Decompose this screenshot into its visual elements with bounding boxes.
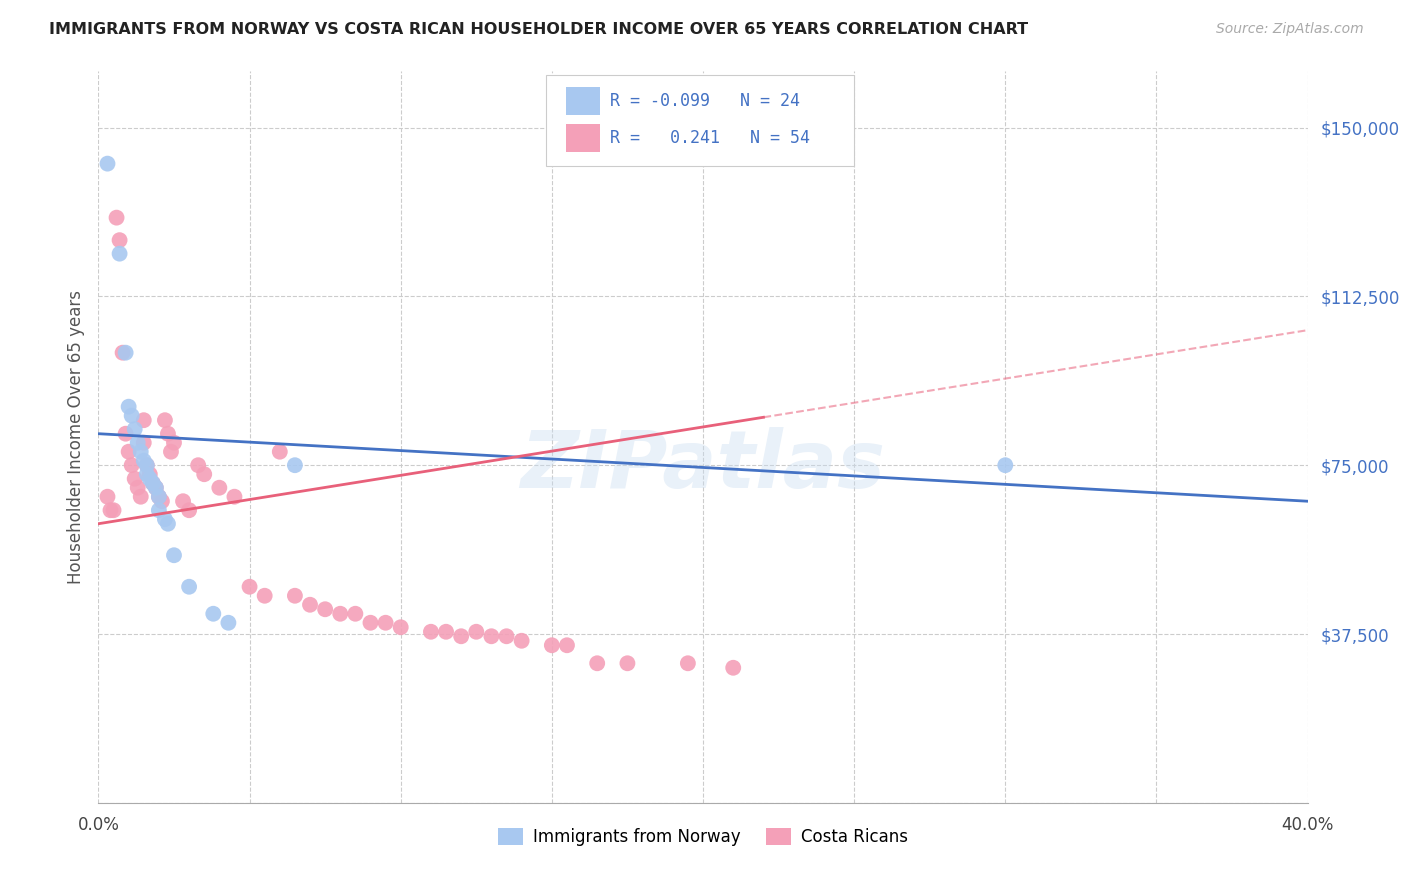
Point: [284, 589, 307, 603]
Point: [135, 458, 157, 473]
Point: [329, 607, 352, 621]
Point: [676, 657, 699, 671]
Point: [299, 598, 322, 612]
Point: [103, 503, 125, 517]
Point: [108, 233, 131, 247]
Point: [314, 602, 336, 616]
Point: [156, 426, 179, 441]
Point: [148, 490, 170, 504]
Point: [132, 413, 155, 427]
Point: [139, 472, 162, 486]
Point: [555, 638, 578, 652]
Text: Source: ZipAtlas.com: Source: ZipAtlas.com: [1216, 22, 1364, 37]
Point: [193, 467, 215, 482]
Point: [114, 426, 136, 441]
Point: [127, 481, 149, 495]
Point: [145, 481, 167, 495]
Point: [510, 633, 533, 648]
Point: [994, 458, 1017, 473]
Point: [153, 512, 176, 526]
Point: [135, 467, 157, 482]
Y-axis label: Householder Income Over 65 years: Householder Income Over 65 years: [66, 290, 84, 584]
Point: [239, 580, 262, 594]
Point: [142, 476, 165, 491]
Point: [135, 458, 157, 473]
Point: [269, 444, 291, 458]
Point: [224, 490, 246, 504]
Point: [481, 629, 503, 643]
Point: [145, 481, 167, 495]
Point: [142, 476, 165, 491]
Point: [111, 345, 134, 359]
Point: [160, 444, 183, 458]
Point: [163, 435, 186, 450]
Point: [132, 453, 155, 467]
Point: [139, 467, 162, 482]
Point: [420, 624, 443, 639]
Point: [108, 246, 131, 260]
Point: [389, 620, 412, 634]
Point: [132, 435, 155, 450]
Point: [540, 638, 562, 652]
Point: [118, 444, 141, 458]
Point: [360, 615, 382, 630]
Point: [150, 494, 173, 508]
Point: [723, 661, 745, 675]
Point: [465, 624, 488, 639]
Text: R =   0.241   N = 54: R = 0.241 N = 54: [610, 129, 810, 147]
Point: [495, 629, 517, 643]
Point: [121, 409, 143, 423]
Point: [253, 589, 276, 603]
Bar: [567, 87, 600, 115]
FancyBboxPatch shape: [546, 75, 855, 167]
Point: [208, 481, 231, 495]
Point: [187, 458, 209, 473]
Point: [124, 472, 146, 486]
Point: [129, 444, 152, 458]
Point: [96, 490, 118, 504]
Point: [156, 516, 179, 531]
Point: [434, 624, 457, 639]
Point: [179, 580, 201, 594]
Point: [586, 657, 609, 671]
Point: [163, 548, 186, 562]
Text: ZIPatlas: ZIPatlas: [520, 427, 886, 506]
Point: [172, 494, 194, 508]
Point: [153, 413, 176, 427]
Legend: Immigrants from Norway, Costa Ricans: Immigrants from Norway, Costa Ricans: [492, 822, 914, 853]
Point: [450, 629, 472, 643]
Text: IMMIGRANTS FROM NORWAY VS COSTA RICAN HOUSEHOLDER INCOME OVER 65 YEARS CORRELATI: IMMIGRANTS FROM NORWAY VS COSTA RICAN HO…: [49, 22, 1028, 37]
Point: [96, 156, 118, 170]
Point: [129, 490, 152, 504]
Point: [616, 657, 638, 671]
Text: R = -0.099   N = 24: R = -0.099 N = 24: [610, 93, 800, 111]
Point: [121, 458, 143, 473]
Point: [148, 503, 170, 517]
Point: [124, 422, 146, 436]
Point: [118, 400, 141, 414]
Point: [100, 503, 122, 517]
Point: [127, 435, 149, 450]
Point: [179, 503, 201, 517]
Point: [202, 607, 225, 621]
Point: [114, 345, 136, 359]
Point: [284, 458, 307, 473]
Point: [148, 490, 170, 504]
Point: [374, 615, 396, 630]
Bar: [567, 124, 600, 152]
Point: [217, 615, 239, 630]
Point: [105, 211, 128, 225]
Point: [344, 607, 367, 621]
